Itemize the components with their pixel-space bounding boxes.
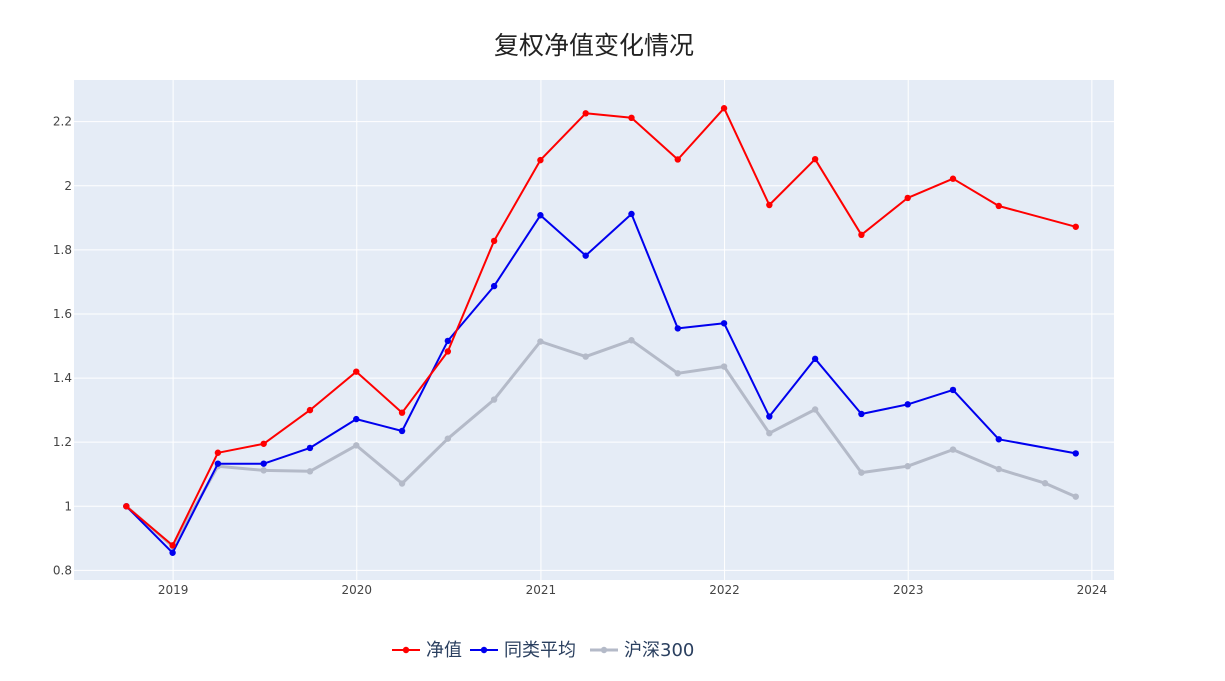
data-point[interactable] (169, 542, 176, 549)
data-point[interactable] (398, 480, 406, 487)
y-tick-label: 1.4 (53, 371, 72, 385)
data-point[interactable] (628, 114, 635, 122)
y-tick-label: 1.2 (53, 435, 72, 449)
data-point[interactable] (169, 549, 176, 556)
data-point[interactable] (490, 396, 498, 403)
data-point[interactable] (1041, 480, 1049, 487)
data-point[interactable] (537, 212, 544, 219)
legend-item[interactable]: 同类平均 (470, 640, 576, 661)
data-point[interactable] (995, 202, 1002, 210)
series-line (125, 338, 1077, 548)
x-tick-label: 2022 (709, 583, 740, 597)
data-point[interactable] (444, 337, 452, 345)
data-point[interactable] (123, 503, 130, 510)
data-point[interactable] (444, 435, 452, 442)
data-point[interactable] (811, 355, 819, 363)
legend-item[interactable]: 沪深300 (590, 640, 694, 661)
data-point[interactable] (582, 110, 589, 117)
y-tick-label: 1.8 (53, 243, 72, 257)
data-point[interactable] (306, 468, 314, 475)
y-tick-label: 2 (64, 179, 72, 193)
data-point[interactable] (537, 156, 544, 164)
data-point[interactable] (306, 444, 314, 452)
x-tick-label: 2021 (526, 583, 557, 597)
data-point[interactable] (674, 370, 681, 377)
data-point[interactable] (1072, 223, 1079, 230)
data-point[interactable] (353, 442, 360, 449)
data-point[interactable] (720, 320, 728, 327)
data-point[interactable] (1072, 493, 1079, 500)
data-point[interactable] (306, 406, 314, 414)
data-point[interactable] (674, 325, 681, 332)
data-point[interactable] (949, 175, 957, 182)
data-point[interactable] (858, 410, 865, 418)
data-point[interactable] (904, 194, 911, 202)
legend-label: 同类平均 (504, 640, 576, 661)
data-point[interactable] (766, 413, 773, 420)
x-tick-label: 2023 (893, 583, 924, 597)
data-point[interactable] (858, 231, 865, 239)
data-point[interactable] (490, 237, 498, 245)
series-lines (123, 105, 1079, 556)
y-tick-label: 2.2 (53, 115, 72, 129)
data-point[interactable] (949, 446, 957, 453)
data-point[interactable] (766, 430, 773, 437)
data-point[interactable] (582, 353, 589, 360)
legend-label: 净值 (426, 640, 462, 661)
legend-label: 沪深300 (624, 640, 694, 661)
data-point[interactable] (353, 368, 360, 375)
data-point[interactable] (260, 467, 267, 474)
data-point[interactable] (858, 469, 865, 476)
data-point[interactable] (674, 156, 681, 163)
data-point[interactable] (260, 440, 267, 447)
x-tick-label: 2024 (1077, 583, 1108, 597)
data-point[interactable] (811, 406, 819, 413)
data-point[interactable] (995, 465, 1002, 473)
data-point[interactable] (398, 427, 406, 435)
plot-area (74, 80, 1114, 580)
x-tick-label: 2019 (158, 583, 189, 597)
y-tick-label: 1.6 (53, 307, 72, 321)
data-point[interactable] (214, 460, 222, 467)
data-point[interactable] (628, 210, 635, 218)
data-point[interactable] (582, 252, 589, 259)
data-point[interactable] (537, 338, 544, 345)
y-tick-label: 1 (64, 499, 72, 513)
legend-marker (600, 646, 608, 654)
data-point[interactable] (398, 409, 406, 416)
data-point[interactable] (766, 201, 773, 209)
data-point[interactable] (995, 436, 1002, 443)
y-tick-label: 0.8 (53, 563, 72, 577)
legend[interactable]: 净值 同类平均 沪深300 (392, 640, 694, 661)
legend-item[interactable]: 净值 (392, 640, 462, 661)
data-point[interactable] (214, 449, 222, 456)
axis-ticks: 0.8 1 1.2 1.4 1.6 1.8 2 2.2 2019 2020 2021 2022 2023… (53, 115, 1107, 597)
data-point[interactable] (811, 155, 819, 163)
data-point[interactable] (904, 401, 911, 408)
series-净值 (123, 105, 1079, 549)
data-point[interactable] (904, 463, 911, 470)
data-point[interactable] (949, 386, 957, 394)
data-point[interactable] (260, 460, 267, 467)
data-point[interactable] (353, 415, 360, 423)
data-point[interactable] (1072, 450, 1079, 457)
grid-lines (74, 80, 1114, 580)
data-point[interactable] (628, 337, 635, 344)
data-point[interactable] (720, 105, 728, 112)
x-tick-label: 2020 (341, 583, 372, 597)
data-point[interactable] (720, 363, 728, 370)
data-point[interactable] (490, 282, 498, 290)
data-point[interactable] (444, 348, 452, 355)
chart-title: 复权净值变化情况 (494, 31, 694, 60)
legend-marker (480, 646, 488, 654)
legend-marker (402, 646, 410, 654)
